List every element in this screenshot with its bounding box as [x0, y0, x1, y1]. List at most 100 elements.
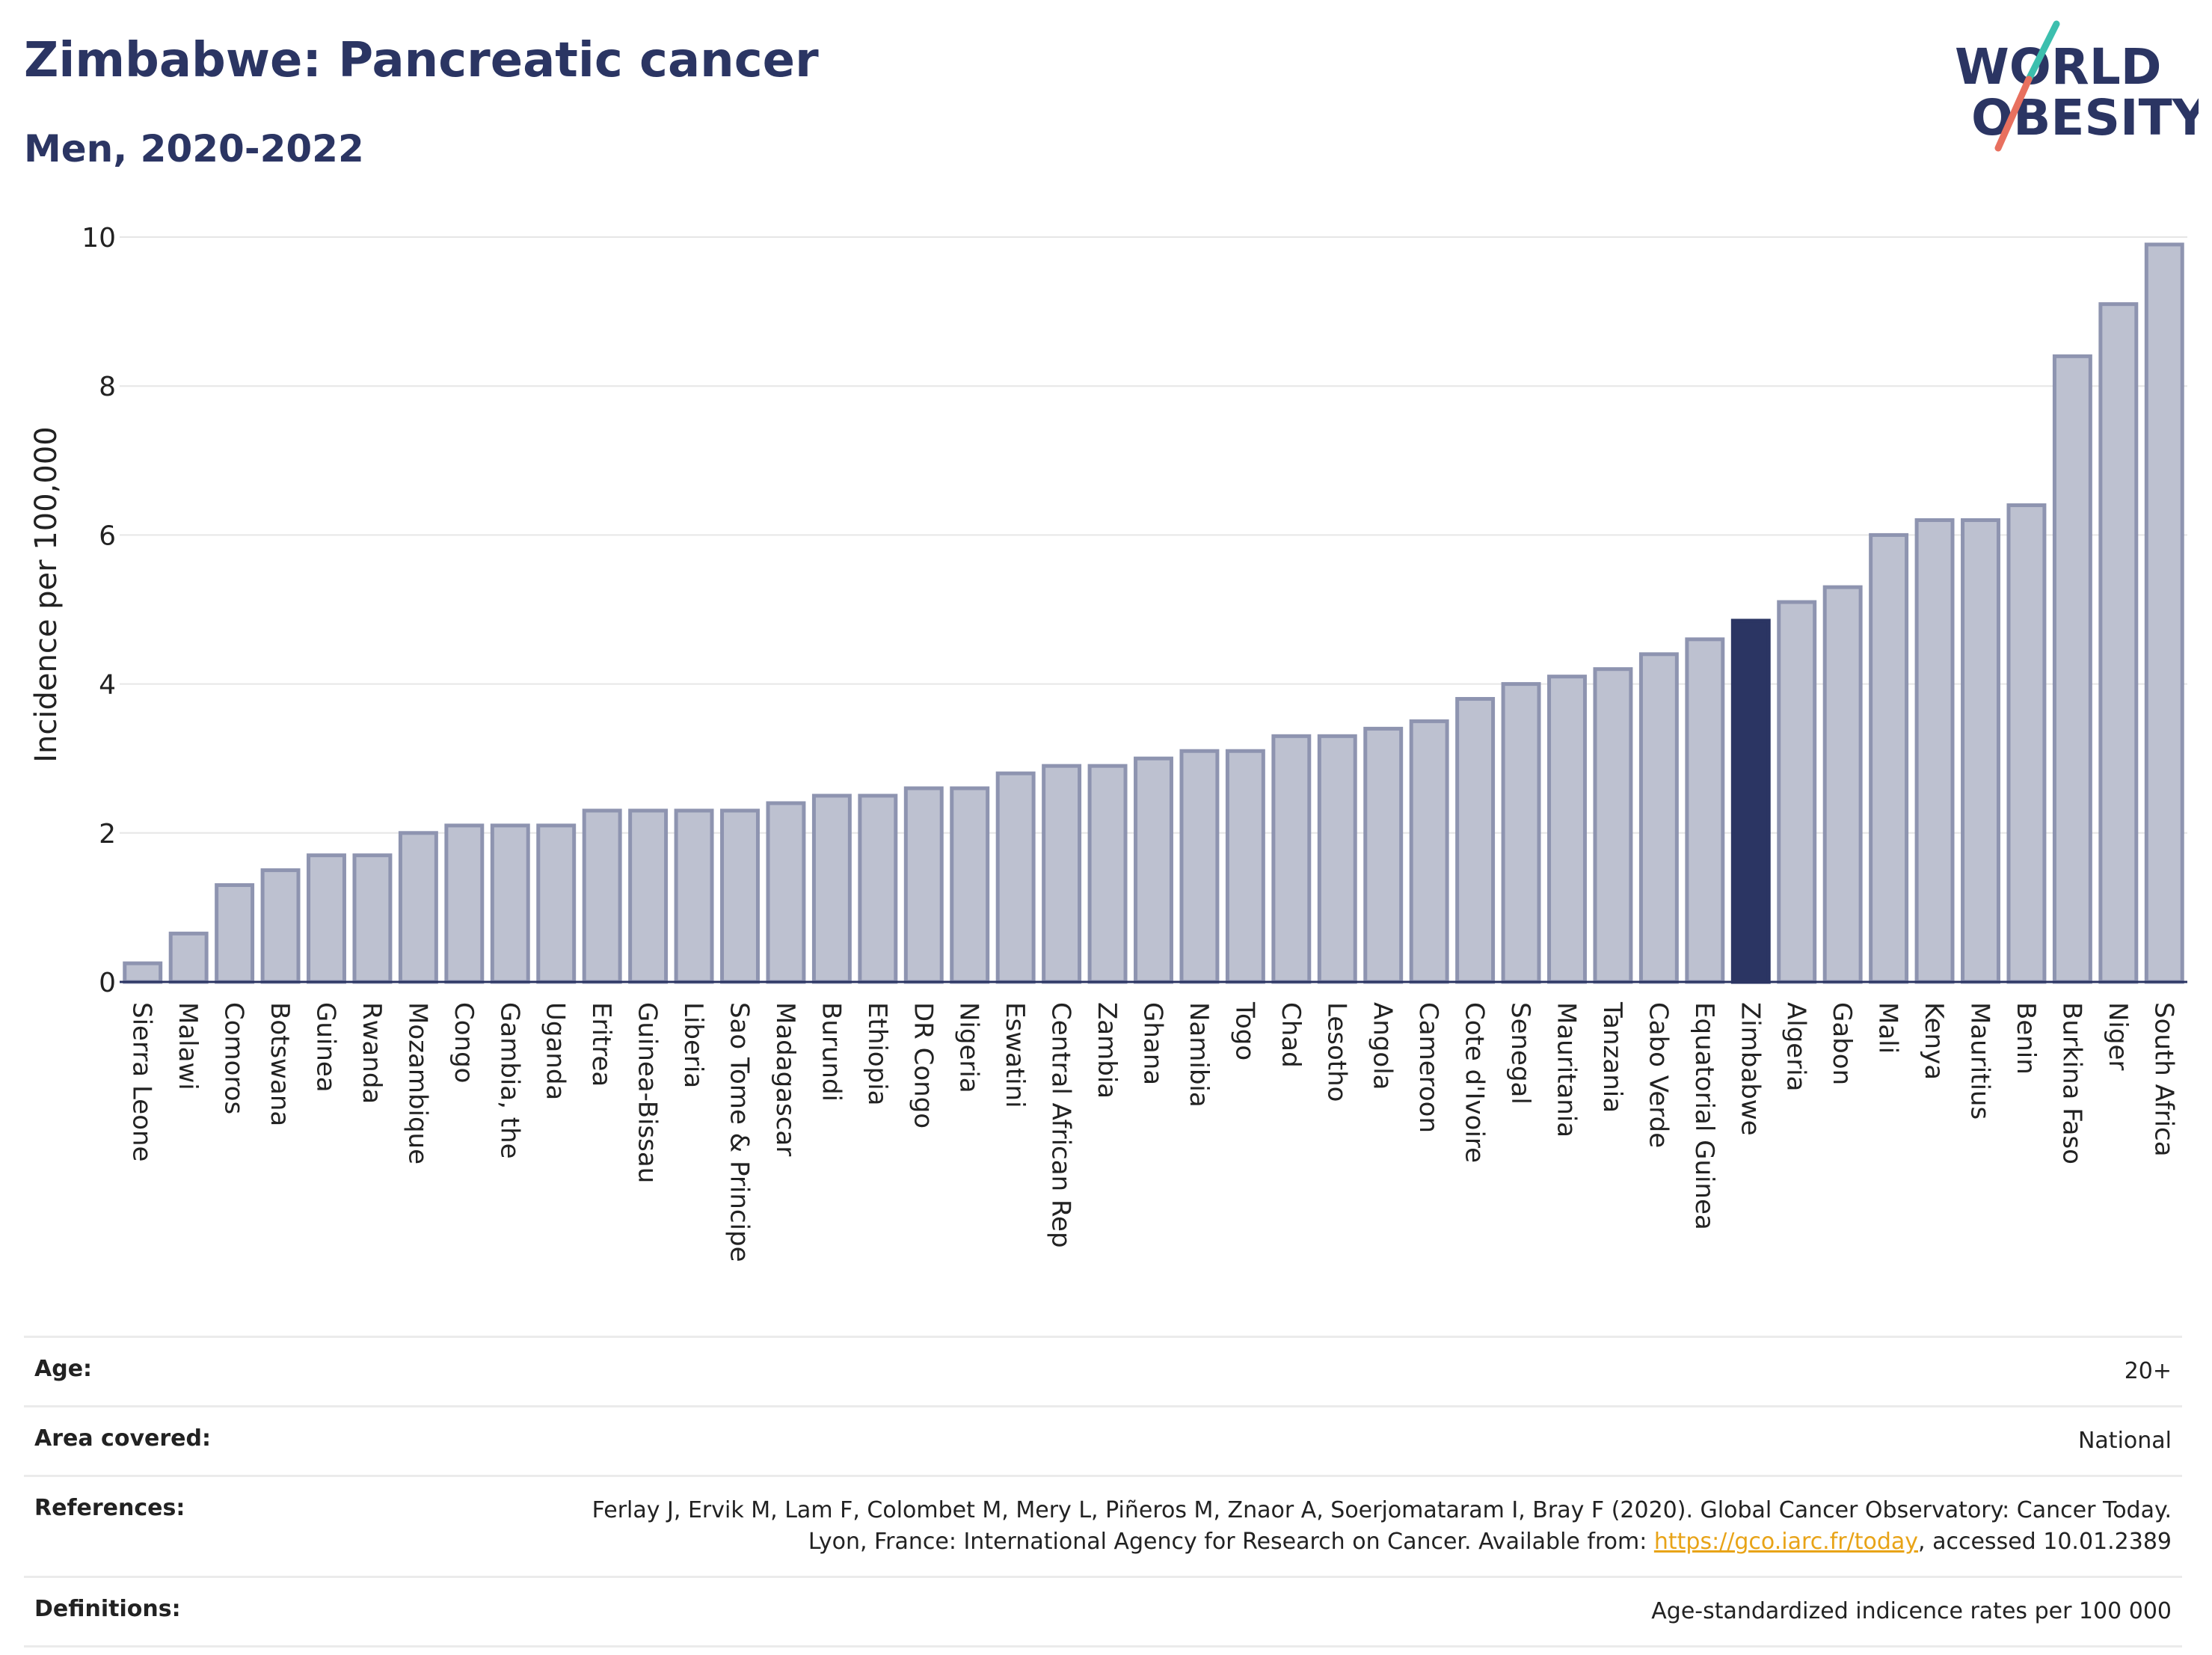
x-tick-label: Gabon — [1827, 1002, 1857, 1085]
bar — [260, 868, 301, 984]
bar — [903, 786, 944, 984]
x-tick-label: Uganda — [541, 1002, 571, 1100]
meta-row-area: Area covered: National — [24, 1405, 2182, 1475]
x-tick-label: Zambia — [1092, 1002, 1122, 1099]
bar — [1225, 749, 1265, 984]
bar — [1317, 734, 1357, 984]
references-value: Ferlay J, Ervik M, Lam F, Colombet M, Me… — [526, 1495, 2172, 1558]
x-tick-label: Congo — [449, 1002, 479, 1083]
bar — [995, 771, 1036, 984]
bar — [490, 823, 530, 984]
x-tick-label: Central African Rep — [1046, 1002, 1076, 1248]
bar — [1547, 675, 1587, 984]
bar — [2006, 503, 2047, 984]
x-tick-labels: Sierra Leone Malawi Comoros Botswana Guinea R… — [127, 1001, 2179, 1262]
bar — [1822, 585, 1863, 984]
y-tick-label: 2 — [99, 819, 116, 850]
x-tick-label: Rwanda — [357, 1002, 387, 1104]
y-tick-label: 0 — [99, 968, 116, 998]
x-tick-label: Mozambique — [402, 1002, 432, 1164]
y-tick-label: 10 — [82, 223, 116, 254]
x-tick-label: Sierra Leone — [127, 1002, 157, 1161]
chart-subtitle: Men, 2020-2022 — [24, 127, 364, 171]
bar — [1409, 719, 1449, 984]
x-tick-label: Cameroon — [1413, 1002, 1443, 1133]
x-tick-label: Togo — [1229, 1001, 1259, 1060]
x-tick-label: Tanzania — [1597, 1001, 1627, 1113]
bar — [720, 808, 760, 984]
x-tick-label: Cote d'Ivoire — [1460, 1002, 1490, 1163]
y-tick-labels: 0 2 4 6 8 10 — [82, 223, 116, 998]
bar — [2098, 302, 2139, 984]
bar — [950, 786, 990, 984]
x-tick-label: Burkina Faso — [2056, 1002, 2086, 1164]
x-tick-label: Zimbabwe — [1735, 1002, 1765, 1136]
x-tick-label: Guinea — [311, 1002, 341, 1093]
references-accessed: , accessed 10.01.2389 — [1918, 1529, 2172, 1555]
x-tick-label: Gambia, the — [494, 1002, 524, 1159]
bar — [1087, 764, 1128, 984]
x-tick-label: DR Congo — [908, 1002, 938, 1129]
meta-row-age: Age: 20+ — [24, 1336, 2182, 1405]
chart-title: Zimbabwe: Pancreatic cancer — [24, 33, 819, 88]
bar — [536, 823, 577, 984]
x-tick-label: Comoros — [219, 1002, 249, 1114]
world-obesity-logo: WORLD OBESITY — [1955, 20, 2199, 152]
references-link[interactable]: https://gco.iarc.fr/today — [1653, 1529, 1919, 1555]
x-tick-label: Guinea-Bissau — [633, 1002, 663, 1183]
bar — [168, 931, 209, 984]
meta-row-references: References: Ferlay J, Ervik M, Lam F, Co… — [24, 1475, 2182, 1576]
x-tick-label: Ghana — [1138, 1002, 1168, 1085]
bar — [582, 808, 622, 984]
bar — [2144, 242, 2184, 984]
bar — [674, 808, 714, 984]
x-tick-label: Cabo Verde — [1643, 1002, 1673, 1148]
bar-chart: 0 2 4 6 8 10 Sierra Leone Malawi Comoros Botswan… — [29, 223, 2187, 1262]
bar — [1179, 749, 1220, 984]
bar — [1593, 667, 1633, 984]
references-label: References: — [34, 1495, 185, 1521]
x-tick-label: Mauritania — [1552, 1002, 1582, 1137]
bar — [1042, 764, 1082, 984]
bar — [1638, 652, 1679, 984]
bar-highlight — [1730, 618, 1771, 984]
bar — [1914, 518, 1955, 984]
age-value: 20+ — [2124, 1358, 2172, 1384]
bar — [307, 853, 346, 984]
logo-slash-coral — [1994, 76, 2033, 152]
x-tick-label: Madagascar — [770, 1002, 800, 1156]
x-tick-label: Angola — [1368, 1002, 1398, 1090]
x-tick-label: Algeria — [1781, 1002, 1811, 1091]
bar — [1501, 682, 1541, 984]
bar — [1685, 637, 1725, 984]
area-label: Area covered: — [34, 1425, 211, 1452]
y-tick-label: 8 — [99, 372, 116, 402]
bar — [215, 883, 255, 984]
bar — [1363, 726, 1404, 984]
bar — [1455, 697, 1496, 984]
x-tick-label: Chad — [1276, 1002, 1306, 1068]
x-tick-label: Ethiopia — [862, 1002, 892, 1105]
definitions-label: Definitions: — [34, 1596, 181, 1622]
x-tick-label: Eritrea — [586, 1002, 616, 1087]
bar — [1869, 532, 1909, 984]
x-tick-label: Namibia — [1184, 1002, 1214, 1108]
y-tick-label: 4 — [99, 670, 116, 701]
age-label: Age: — [34, 1356, 93, 1382]
bar — [1961, 518, 2000, 984]
x-tick-label: Burundi — [816, 1002, 846, 1102]
bars — [123, 242, 2184, 984]
bar — [123, 961, 163, 984]
meta-row-definitions: Definitions: Age-standardized indicence … — [24, 1576, 2182, 1648]
bar — [766, 801, 806, 984]
bar — [858, 793, 898, 984]
bar — [811, 793, 852, 984]
x-tick-label: Kenya — [1919, 1002, 1949, 1080]
bar — [398, 831, 438, 984]
y-tick-label: 6 — [99, 521, 116, 551]
x-tick-label: Nigeria — [954, 1002, 984, 1093]
x-tick-label: Mali — [1873, 1002, 1903, 1054]
x-tick-label: Liberia — [678, 1002, 708, 1088]
x-tick-label: Eswatini — [1000, 1002, 1030, 1108]
definitions-value: Age-standardized indicence rates per 100… — [1651, 1598, 2172, 1624]
